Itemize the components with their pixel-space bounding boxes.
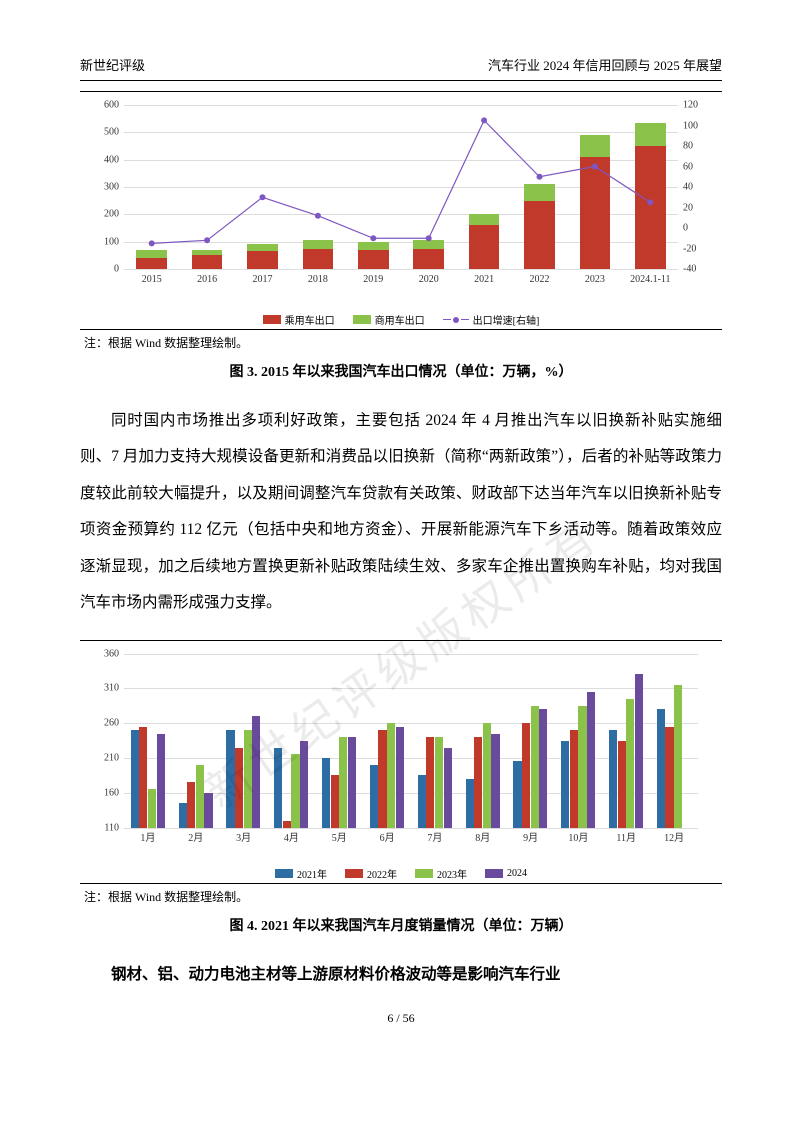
chart-2-legend: 2021年2022年2023年2024 bbox=[84, 866, 718, 881]
header-left: 新世纪评级 bbox=[80, 55, 145, 74]
chart-1-note: 注：根据 Wind 数据整理绘制。 bbox=[84, 334, 722, 351]
paragraph-2-bold: 钢材、铝、动力电池主材等上游原材料价格波动等是影响汽车行业 bbox=[80, 957, 722, 993]
chart-2-note: 注：根据 Wind 数据整理绘制。 bbox=[84, 888, 722, 905]
chart-1-legend: 乘用车出口商用车出口出口增速[右轴] bbox=[84, 312, 718, 327]
chart-1: 0100200300400500600-40-20020406080100120… bbox=[84, 100, 718, 310]
chart-2-box: 1101602102603103601月2月3月4月5月6月7月8月9月10月1… bbox=[80, 640, 722, 884]
chart-1-box: 0100200300400500600-40-20020406080100120… bbox=[80, 91, 722, 330]
chart-2-caption: 图 4. 2021 年以来我国汽车月度销量情况（单位：万辆） bbox=[80, 915, 722, 935]
chart-2: 1101602102603103601月2月3月4月5月6月7月8月9月10月1… bbox=[84, 649, 718, 864]
chart-1-caption: 图 3. 2015 年以来我国汽车出口情况（单位：万辆，%） bbox=[80, 361, 722, 381]
page-footer: 6 / 56 bbox=[80, 1011, 722, 1026]
header-right: 汽车行业 2024 年信用回顾与 2025 年展望 bbox=[488, 55, 722, 74]
paragraph-1: 同时国内市场推出多项利好政策，主要包括 2024 年 4 月推出汽车以旧换新补贴… bbox=[80, 403, 722, 622]
